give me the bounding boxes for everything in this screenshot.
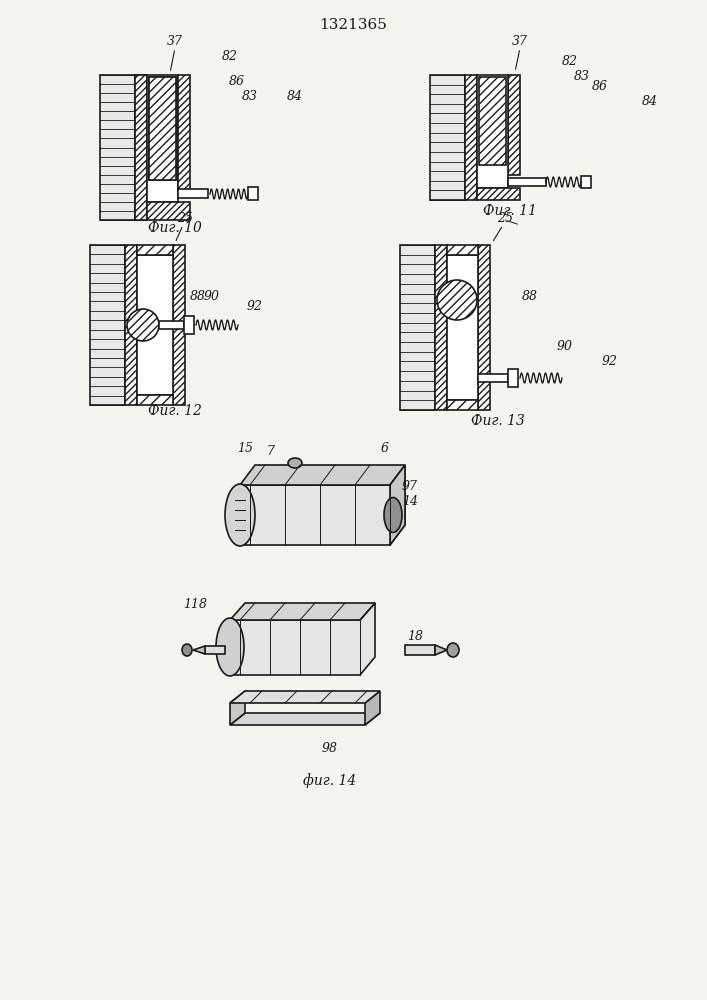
Bar — [147, 75, 178, 202]
Bar — [178, 189, 208, 198]
Text: 86: 86 — [229, 75, 245, 88]
Bar — [159, 321, 184, 329]
Text: 90: 90 — [557, 340, 573, 353]
Polygon shape — [430, 75, 465, 200]
Polygon shape — [193, 646, 205, 654]
Bar — [405, 645, 435, 655]
Bar — [147, 202, 190, 220]
Bar — [137, 255, 173, 395]
Text: 82: 82 — [562, 55, 578, 68]
Text: 14: 14 — [402, 495, 418, 508]
Bar — [581, 176, 591, 188]
Text: 118: 118 — [183, 598, 207, 611]
Text: Фиг. 12: Фиг. 12 — [148, 404, 202, 418]
Polygon shape — [230, 603, 375, 620]
Text: 88: 88 — [522, 290, 538, 303]
Ellipse shape — [447, 643, 459, 657]
Text: 97: 97 — [402, 480, 418, 493]
Text: 92: 92 — [602, 355, 618, 368]
Ellipse shape — [216, 618, 244, 676]
Bar — [508, 178, 546, 186]
Bar — [508, 369, 518, 387]
Bar — [465, 75, 477, 200]
Text: 37: 37 — [512, 35, 528, 48]
Text: Фиг. 13: Фиг. 13 — [471, 414, 525, 428]
Bar — [135, 75, 147, 220]
Text: 1321365: 1321365 — [319, 18, 387, 32]
Ellipse shape — [384, 497, 402, 532]
Text: Фиг. 10: Фиг. 10 — [148, 221, 202, 235]
Text: 86: 86 — [592, 80, 608, 93]
Text: 82: 82 — [222, 50, 238, 63]
Polygon shape — [240, 465, 405, 485]
Bar — [477, 188, 520, 200]
Bar — [178, 75, 190, 190]
Text: 83: 83 — [574, 70, 590, 83]
Bar — [137, 395, 173, 405]
Text: 15: 15 — [237, 442, 253, 455]
Bar — [184, 316, 194, 334]
Polygon shape — [400, 245, 435, 410]
Ellipse shape — [225, 484, 255, 546]
Bar — [205, 646, 225, 654]
Text: фиг. 14: фиг. 14 — [303, 773, 356, 788]
Bar — [447, 245, 478, 255]
Ellipse shape — [288, 458, 302, 468]
Polygon shape — [230, 691, 380, 703]
Polygon shape — [230, 603, 375, 675]
Ellipse shape — [182, 644, 192, 656]
Bar — [508, 75, 520, 175]
Polygon shape — [435, 645, 447, 655]
Polygon shape — [240, 465, 405, 545]
Bar — [477, 75, 508, 188]
Text: 18: 18 — [407, 630, 423, 643]
Polygon shape — [135, 75, 147, 220]
Bar — [447, 255, 478, 400]
Text: 84: 84 — [642, 95, 658, 108]
Bar — [248, 187, 258, 200]
Text: 37: 37 — [167, 35, 183, 48]
Bar — [125, 245, 137, 405]
Polygon shape — [365, 691, 380, 725]
Polygon shape — [149, 77, 176, 180]
Bar — [478, 245, 490, 410]
Circle shape — [437, 280, 477, 320]
Bar — [478, 374, 508, 382]
Text: 25: 25 — [497, 212, 513, 225]
Polygon shape — [230, 713, 380, 725]
Circle shape — [127, 309, 159, 341]
Text: 92: 92 — [247, 300, 263, 313]
Text: 25: 25 — [177, 212, 193, 225]
Text: 83: 83 — [242, 90, 258, 103]
Polygon shape — [390, 465, 405, 545]
Text: 7: 7 — [266, 445, 274, 458]
Text: 84: 84 — [287, 90, 303, 103]
Bar — [435, 245, 447, 410]
Bar — [447, 400, 478, 410]
Polygon shape — [149, 77, 176, 180]
Text: 90: 90 — [204, 290, 220, 303]
Text: 98: 98 — [322, 742, 338, 755]
Text: 88: 88 — [190, 290, 206, 303]
Polygon shape — [479, 77, 506, 165]
Bar — [137, 245, 173, 255]
Text: 6: 6 — [381, 442, 389, 455]
Polygon shape — [90, 245, 125, 405]
Polygon shape — [100, 75, 135, 220]
Text: Фиг. 11: Фиг. 11 — [483, 204, 537, 218]
Polygon shape — [230, 691, 245, 725]
Bar — [173, 245, 185, 405]
